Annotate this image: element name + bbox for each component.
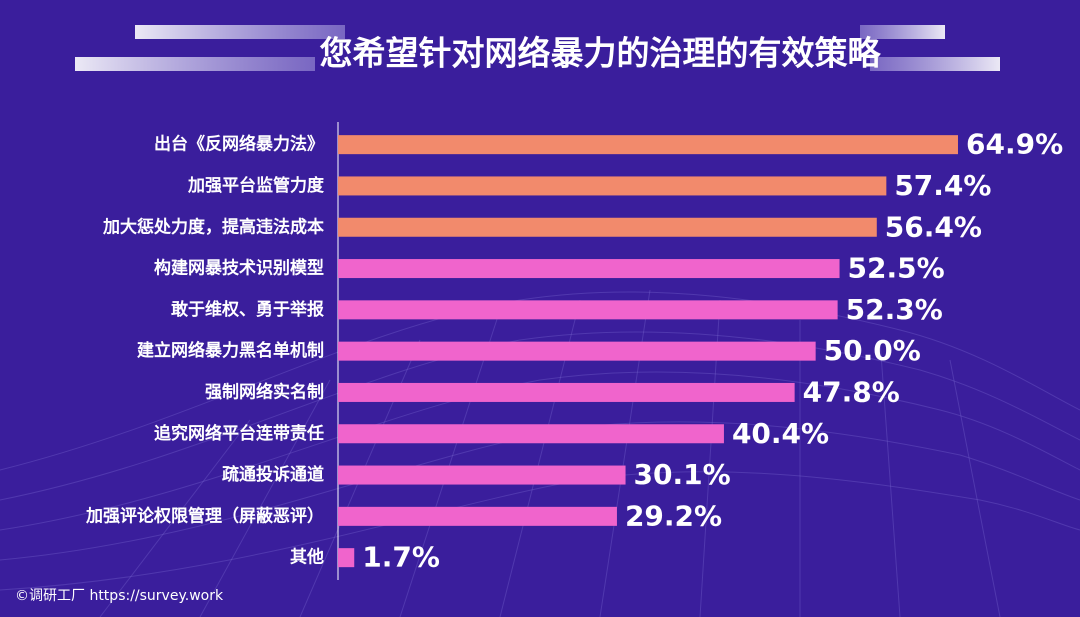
bar bbox=[338, 259, 840, 279]
value-label: 52.5% bbox=[848, 252, 945, 285]
value-label: 64.9% bbox=[966, 128, 1063, 161]
value-label: 57.4% bbox=[894, 169, 991, 202]
value-label: 56.4% bbox=[885, 210, 982, 243]
value-label: 50.0% bbox=[824, 334, 921, 367]
chart-title: 您希望针对网络暴力的治理的有效策略 bbox=[320, 34, 882, 73]
value-label: 47.8% bbox=[803, 375, 900, 408]
bar bbox=[338, 341, 816, 361]
source: ©调研工厂 https://survey.work bbox=[15, 588, 224, 604]
bar bbox=[338, 465, 626, 485]
category-label: 敢于维权、勇于举报 bbox=[171, 299, 324, 320]
category-label: 加强平台监管力度 bbox=[187, 175, 325, 196]
value-label: 52.3% bbox=[846, 293, 943, 326]
category-label: 出台《反网络暴力法》 bbox=[154, 134, 324, 155]
category-label: 加强评论权限管理（屏蔽恶评） bbox=[85, 505, 324, 526]
bar bbox=[338, 382, 795, 402]
bar bbox=[338, 135, 958, 155]
bar bbox=[338, 176, 887, 196]
mesh-decoration bbox=[0, 289, 1080, 617]
bar bbox=[338, 506, 617, 526]
bar bbox=[338, 217, 877, 237]
bar bbox=[338, 548, 355, 568]
title-decoration bbox=[135, 25, 345, 39]
value-label: 1.7% bbox=[362, 541, 440, 574]
title-decoration bbox=[870, 57, 1000, 71]
bar bbox=[338, 300, 838, 320]
category-label: 建立网络暴力黑名单机制 bbox=[137, 340, 324, 361]
category-label: 追究网络平台连带责任 bbox=[154, 423, 324, 444]
category-label: 构建网暴技术识别模型 bbox=[154, 258, 324, 279]
value-label: 30.1% bbox=[634, 458, 731, 491]
value-label: 40.4% bbox=[732, 417, 829, 450]
title-decoration bbox=[860, 25, 945, 39]
category-label: 加大惩处力度，提高违法成本 bbox=[102, 216, 324, 237]
title-decoration bbox=[75, 57, 315, 71]
category-label: 强制网络实名制 bbox=[205, 381, 324, 402]
category-label: 其他 bbox=[290, 547, 324, 568]
category-label: 疏通投诉通道 bbox=[222, 464, 324, 485]
bar bbox=[338, 424, 724, 444]
value-label: 29.2% bbox=[625, 499, 722, 532]
